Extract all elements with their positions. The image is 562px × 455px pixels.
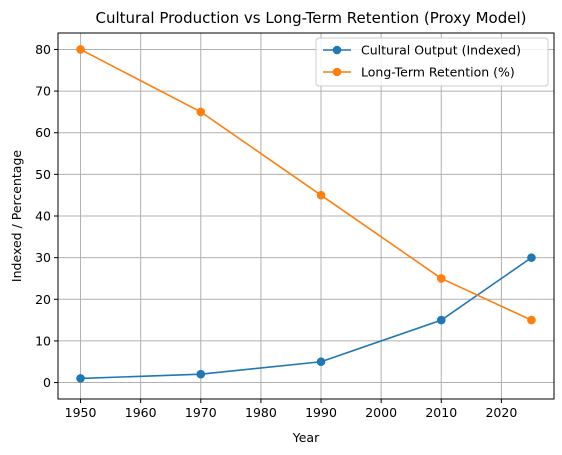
series-1-point <box>76 374 85 383</box>
y-tick-label: 70 <box>35 84 51 99</box>
series-2-point <box>316 190 326 200</box>
ticks: 1950 1960 1970 1980 1990 2000 2010 2020 0 10 20 30 4… <box>35 42 517 420</box>
legend-swatch-marker-1 <box>332 45 342 55</box>
x-tick-label: 1970 <box>185 405 217 420</box>
series-2-point <box>76 45 85 54</box>
y-tick-label: 60 <box>35 125 51 140</box>
x-tick-label: 1990 <box>305 405 337 420</box>
series-line-2 <box>80 48 532 321</box>
series-line-1 <box>80 256 532 380</box>
x-tick-label: 1950 <box>65 405 97 420</box>
x-tick-label: 2010 <box>425 405 457 420</box>
series-1-point <box>436 315 446 325</box>
legend-label-1: Cultural Output (Indexed) <box>361 43 521 58</box>
series-1-point <box>196 369 206 379</box>
legend-box <box>315 37 549 87</box>
x-tick-label: 2000 <box>365 405 397 420</box>
x-axis-label: Year <box>292 430 320 445</box>
x-tick-label: 1960 <box>125 405 157 420</box>
y-tick-label: 50 <box>35 167 51 182</box>
x-tick-label: 2020 <box>485 405 517 420</box>
series-2-point <box>196 107 206 117</box>
series-2-point <box>527 315 536 325</box>
y-tick-label: 10 <box>35 333 51 348</box>
series-2-point <box>436 274 446 283</box>
chart-title: Cultural Production vs Long-Term Retenti… <box>95 9 526 27</box>
series-1-point <box>527 253 536 262</box>
y-tick-label: 0 <box>43 375 51 390</box>
y-axis-label: Indexed / Percentage <box>9 150 24 282</box>
y-tick-label: 20 <box>35 292 51 307</box>
legend: Cultural Output (Indexed) Long-Term Reten… <box>315 37 549 87</box>
x-tick-label: 1980 <box>245 405 277 420</box>
grid <box>58 33 554 399</box>
series-layer <box>76 45 536 383</box>
y-tick-label: 30 <box>35 250 51 265</box>
y-tick-label: 40 <box>35 209 51 224</box>
y-tick-label: 80 <box>35 42 51 57</box>
legend-label-2: Long-Term Retention (%) <box>361 65 515 80</box>
series-1-point <box>316 357 326 367</box>
legend-swatch-marker-2 <box>332 67 342 77</box>
